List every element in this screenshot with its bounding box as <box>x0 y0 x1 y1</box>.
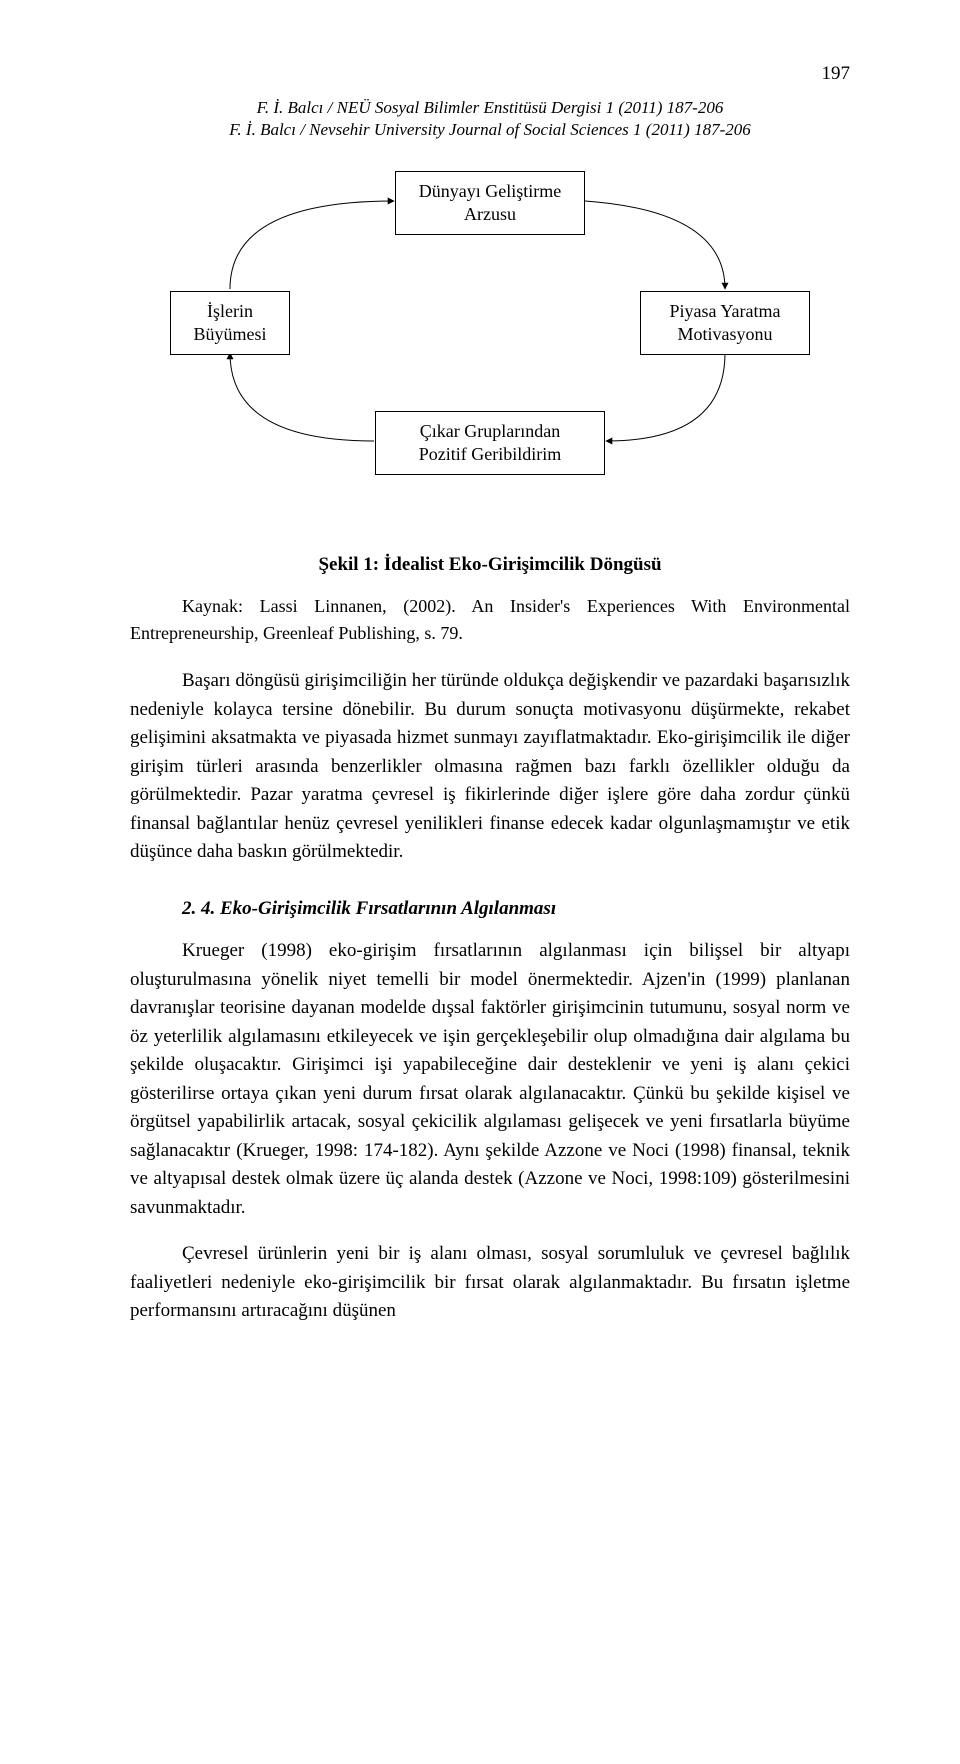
header-line-2: F. İ. Balcı / Nevsehir University Journa… <box>130 119 850 141</box>
paragraph-2: Krueger (1998) eko-girişim fırsatlarının… <box>130 937 850 1222</box>
diagram-node-top: Dünyayı GeliştirmeArzusu <box>395 171 585 236</box>
page-number: 197 <box>130 60 850 89</box>
subsection-heading: 2. 4. Eko-Girişimcilik Fırsatlarının Alg… <box>130 895 850 924</box>
diagram-node-bottom: Çıkar GruplarındanPozitif Geribildirim <box>375 411 605 476</box>
header-line-1: F. İ. Balcı / NEÜ Sosyal Bilimler Enstit… <box>130 97 850 119</box>
diagram-node-left: İşlerinBüyümesi <box>170 291 290 356</box>
figure-caption: Şekil 1: İdealist Eko-Girişimcilik Döngü… <box>130 551 850 580</box>
paragraph-1: Başarı döngüsü girişimciliğin her türünd… <box>130 667 850 867</box>
paragraph-3: Çevresel ürünlerin yeni bir iş alanı olm… <box>130 1240 850 1326</box>
diagram-node-right: Piyasa YaratmaMotivasyonu <box>640 291 810 356</box>
figure-source: Kaynak: Lassi Linnanen, (2002). An Insid… <box>130 593 850 647</box>
cycle-diagram: Dünyayı GeliştirmeArzusu İşlerinBüyümesi… <box>170 171 810 511</box>
running-header: F. İ. Balcı / NEÜ Sosyal Bilimler Enstit… <box>130 97 850 141</box>
